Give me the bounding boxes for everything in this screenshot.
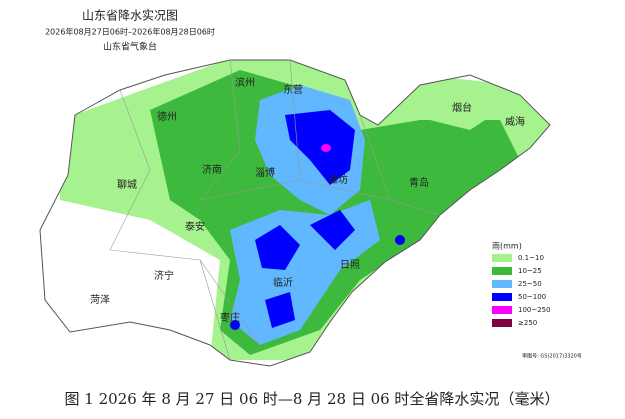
city-label: 淄博 bbox=[255, 166, 275, 179]
legend-label: 10~25 bbox=[518, 267, 542, 275]
map-agency: 山东省气象台 bbox=[103, 41, 157, 53]
rain-area bbox=[285, 110, 355, 185]
map-subtitle: 2026年08月27日06时–2026年08月28日06时 bbox=[45, 27, 215, 37]
legend-swatch bbox=[492, 267, 512, 275]
figure-caption: 图 1 2026 年 8 月 27 日 06 时—8 月 28 日 06 时全省… bbox=[65, 390, 560, 408]
rain-area bbox=[310, 210, 355, 250]
legend-label: 25~50 bbox=[518, 280, 542, 288]
city-label: 济南 bbox=[202, 163, 222, 176]
city-label: 枣庄 bbox=[220, 311, 240, 324]
legend-label: 50~100 bbox=[518, 293, 546, 301]
city-label: 菏泽 bbox=[90, 294, 110, 306]
rain-area bbox=[255, 225, 300, 270]
map-number: 审图号: GS(2017)3320号 bbox=[522, 353, 582, 360]
city-label: 东营 bbox=[283, 83, 303, 96]
city-label: 潍坊 bbox=[328, 173, 348, 186]
rain-area bbox=[420, 85, 500, 130]
map-title: 山东省降水实况图 bbox=[82, 8, 178, 23]
city-label: 威海 bbox=[505, 115, 525, 128]
legend-swatch bbox=[492, 319, 512, 327]
city-label: 泰安 bbox=[185, 220, 205, 233]
legend-swatch bbox=[492, 280, 512, 288]
city-label: 青岛 bbox=[409, 176, 429, 189]
legend-label: ≥250 bbox=[518, 319, 537, 327]
rain-area bbox=[265, 292, 295, 328]
legend-title: 雨(mm) bbox=[492, 242, 522, 251]
city-label: 济宁 bbox=[154, 269, 174, 282]
city-label: 临沂 bbox=[273, 276, 293, 289]
city-borders bbox=[109, 59, 441, 361]
city-label: 日照 bbox=[340, 259, 360, 271]
city-label: 烟台 bbox=[452, 101, 472, 114]
rain-area bbox=[395, 235, 405, 245]
legend-label: 0.1~10 bbox=[518, 254, 544, 262]
legend-swatch bbox=[492, 254, 512, 262]
legend-swatch bbox=[492, 293, 512, 301]
legend-label: 100~250 bbox=[518, 306, 551, 314]
legend-swatch bbox=[492, 306, 512, 314]
legend: 雨(mm) 0.1~10 10~25 25~50 50~100 100~250 ≥250 bbox=[492, 242, 551, 327]
city-label: 德州 bbox=[157, 110, 177, 123]
rain-area bbox=[321, 144, 331, 152]
city-label: 滨州 bbox=[235, 76, 255, 89]
city-label: 聊城 bbox=[117, 178, 137, 191]
rain-area bbox=[230, 320, 240, 330]
